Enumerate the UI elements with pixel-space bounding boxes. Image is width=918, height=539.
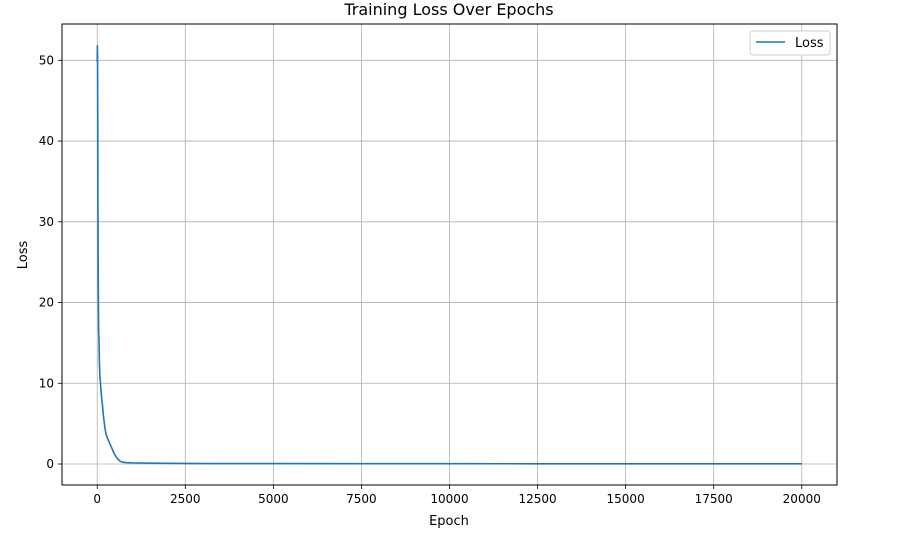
- series-line-loss: [96, 45, 802, 465]
- x-tick-label: 10000: [430, 492, 468, 506]
- x-axis-label: Epoch: [429, 514, 469, 529]
- y-axis-label: Loss: [16, 241, 31, 270]
- legend-label-loss: Loss: [795, 36, 824, 51]
- chart-title: Training Loss Over Epochs: [343, 0, 553, 19]
- x-tick-label: 17500: [695, 492, 733, 506]
- y-tick-label: 0: [46, 457, 54, 471]
- x-tick-label: 12500: [518, 492, 556, 506]
- x-tick-label: 20000: [783, 492, 821, 506]
- plot-lines: [96, 45, 802, 465]
- x-tick-label: 0: [93, 492, 101, 506]
- legend-box: [749, 30, 831, 56]
- y-tick-label: 20: [39, 296, 54, 310]
- x-tick-label: 2500: [170, 492, 201, 506]
- x-tick-label: 7500: [346, 492, 377, 506]
- y-tick-label: 10: [39, 376, 54, 390]
- legend: Loss: [749, 30, 831, 56]
- x-tick-label: 15000: [607, 492, 645, 506]
- y-tick-label: 50: [39, 53, 54, 67]
- y-axis-ticks: 0 10 20 30 40 50: [39, 53, 62, 471]
- y-tick-label: 40: [39, 134, 54, 148]
- y-tick-label: 30: [39, 215, 54, 229]
- x-tick-label: 5000: [258, 492, 289, 506]
- x-axis-ticks: 0 2500 5000 7500 10000 12500 15000 17500 20000: [93, 485, 821, 506]
